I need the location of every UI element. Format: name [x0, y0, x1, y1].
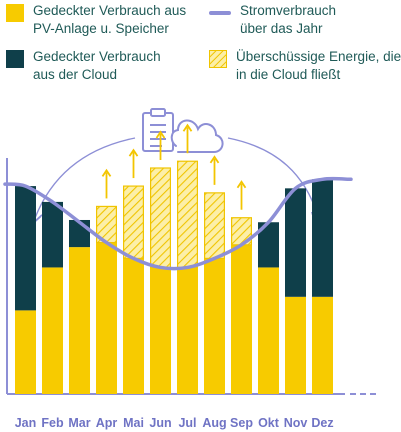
bar-pv-feb [42, 267, 63, 394]
x-axis-labels: Jan Feb Mar Apr Mai Jun Jul Aug Sep Okt Nov Dez [15, 416, 334, 430]
x-tick-label-nov: Nov [284, 416, 308, 430]
legend-swatch-consumption [209, 11, 231, 15]
up-arrow-icon [182, 123, 193, 154]
x-tick-label-jul: Jul [178, 416, 196, 430]
legend-label-surplus-line2: in die Cloud fließt [236, 67, 341, 82]
consumption-line [3, 176, 353, 271]
legend-label-surplus: Überschüssige Energie, die in die Cloud … [236, 48, 401, 84]
bar-surplus-jul [177, 160, 199, 269]
up-arrow-icon [101, 168, 112, 199]
bar-pv-jan [15, 310, 36, 394]
bar-cloud-nov [285, 188, 306, 297]
curved-arrow-icon [35, 137, 136, 218]
bar-surplus-jun [150, 167, 172, 269]
legend-item-surplus: Überschüssige Energie, die in die Cloud … [209, 48, 401, 84]
up-arrow-icon [236, 180, 247, 210]
bar-pv-dez [312, 296, 333, 394]
legend-label-cloud: Gedeckter Verbrauch aus der Cloud [33, 48, 161, 84]
legend-swatch-cloud [6, 50, 24, 68]
bar-pv-aug [204, 258, 225, 394]
bar-surplus-aug [204, 192, 226, 260]
legend: Gedeckter Verbrauch aus PV-Anlage u. Spe… [0, 0, 401, 90]
x-tick-label-dez: Dez [311, 416, 333, 430]
x-tick-label-okt: Okt [258, 416, 280, 430]
legend-label-pv-line1: Gedeckter Verbrauch aus [33, 3, 187, 18]
legend-label-cloud-line2: aus der Cloud [33, 67, 118, 82]
legend-swatch-pv [6, 4, 24, 22]
bar-surplus-mai [122, 185, 144, 260]
x-tick-label-jun: Jun [149, 416, 171, 430]
surplus-arrows-group [101, 123, 247, 210]
legend-label-pv-line2: PV-Anlage u. Speicher [33, 21, 169, 36]
legend-item-cloud: Gedeckter Verbrauch aus der Cloud [6, 48, 161, 84]
x-tick-label-jan: Jan [15, 416, 37, 430]
bars-group [15, 160, 333, 394]
x-tick-label-mar: Mar [68, 416, 90, 430]
bar-pv-mar [69, 247, 90, 394]
legend-swatch-surplus [209, 50, 227, 68]
bar-pv-okt [258, 267, 279, 394]
legend-label-consumption-line2: über das Jahr [240, 21, 323, 36]
legend-item-consumption: Stromverbrauch über das Jahr [209, 2, 336, 38]
legend-label-consumption-line1: Stromverbrauch [240, 3, 337, 18]
x-tick-label-sep: Sep [230, 416, 253, 430]
legend-label-surplus-line1: Überschüssige Energie, die [236, 49, 401, 64]
legend-label-cloud-line1: Gedeckter Verbrauch [33, 49, 161, 64]
x-tick-label-feb: Feb [41, 416, 64, 430]
legend-label-consumption: Stromverbrauch über das Jahr [240, 2, 336, 38]
bar-pv-apr [96, 242, 117, 394]
bar-cloud-dez [312, 179, 333, 297]
bar-pv-nov [285, 296, 306, 394]
document-icon [142, 108, 174, 152]
up-arrow-icon [209, 155, 220, 185]
bar-cloud-okt [258, 222, 279, 268]
bar-pv-sep [231, 244, 252, 394]
x-tick-label-mai: Mai [123, 416, 144, 430]
bar-cloud-feb [42, 201, 63, 268]
legend-label-pv: Gedeckter Verbrauch aus PV-Anlage u. Spe… [33, 2, 186, 38]
up-arrow-icon [155, 130, 166, 160]
bar-pv-jun [150, 267, 171, 394]
bar-pv-jul [177, 267, 198, 394]
up-arrow-icon [128, 148, 139, 179]
bar-pv-mai [123, 258, 144, 394]
cloud-icon [170, 119, 224, 153]
bar-cloud-jan [15, 186, 36, 311]
legend-item-pv: Gedeckter Verbrauch aus PV-Anlage u. Spe… [6, 2, 186, 38]
x-tick-label-apr: Apr [96, 416, 118, 430]
x-tick-label-aug: Aug [202, 416, 226, 430]
